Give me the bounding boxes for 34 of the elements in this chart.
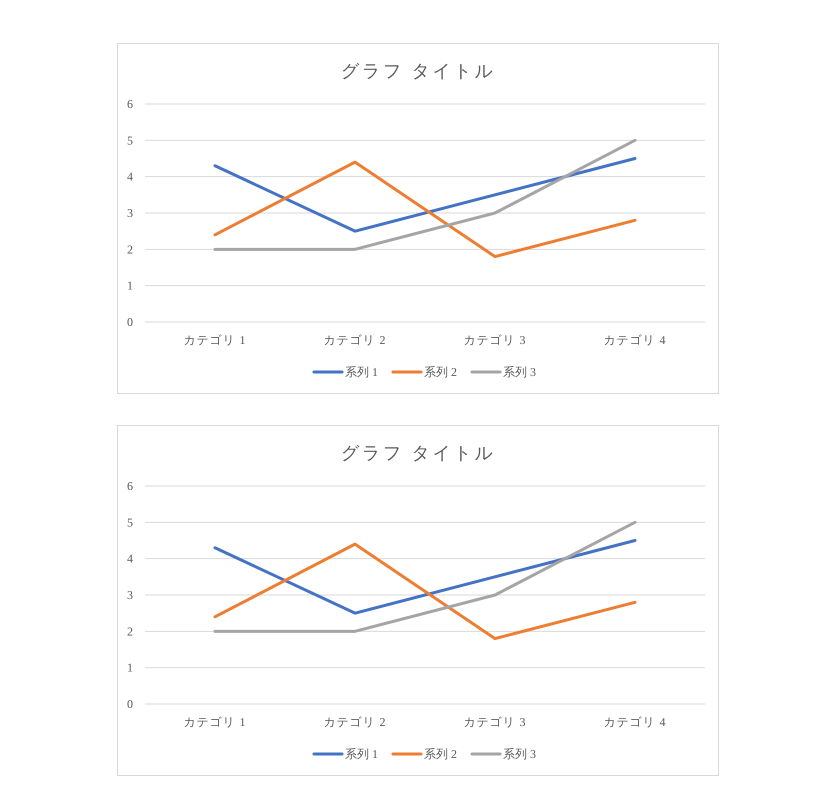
y-tick-label: 3	[127, 588, 133, 602]
legend-label: 系列 1	[345, 747, 378, 761]
y-tick-label: 6	[127, 97, 133, 111]
y-tick-label: 5	[127, 515, 133, 530]
y-tick-label: 0	[127, 697, 133, 711]
y-tick-label: 0	[127, 315, 133, 329]
y-tick-label: 2	[127, 242, 133, 256]
x-tick-label: カテゴリ 3	[464, 333, 526, 347]
line-series	[214, 160, 636, 258]
chart-title: グラフ タイトル	[340, 443, 496, 463]
y-tick-label: 6	[127, 479, 133, 493]
x-tick-label: カテゴリ 3	[464, 715, 526, 729]
line-series	[214, 542, 636, 640]
legend-label: 系列 1	[345, 365, 378, 379]
line-series	[214, 539, 636, 615]
y-tick-label: 2	[127, 624, 133, 638]
x-tick-label: カテゴリ 2	[324, 715, 386, 729]
chart-title: グラフ タイトル	[340, 61, 496, 81]
y-tick-label: 4	[127, 170, 133, 184]
x-tick-label: カテゴリ 1	[184, 333, 246, 347]
x-tick-label: カテゴリ 1	[184, 715, 246, 729]
x-tick-label: カテゴリ 4	[604, 715, 666, 729]
legend-label: 系列 2	[424, 747, 457, 761]
x-tick-label: カテゴリ 4	[604, 333, 666, 347]
legend-label: 系列 3	[503, 747, 536, 761]
y-tick-label: 1	[127, 278, 133, 293]
y-tick-label: 1	[127, 660, 133, 675]
y-tick-label: 4	[127, 552, 133, 566]
y-tick-label: 3	[127, 206, 133, 220]
y-tick-label: 5	[127, 133, 133, 148]
x-tick-label: カテゴリ 2	[324, 333, 386, 347]
legend-label: 系列 3	[503, 365, 536, 379]
line-series	[214, 157, 636, 233]
legend-label: 系列 2	[424, 365, 457, 379]
